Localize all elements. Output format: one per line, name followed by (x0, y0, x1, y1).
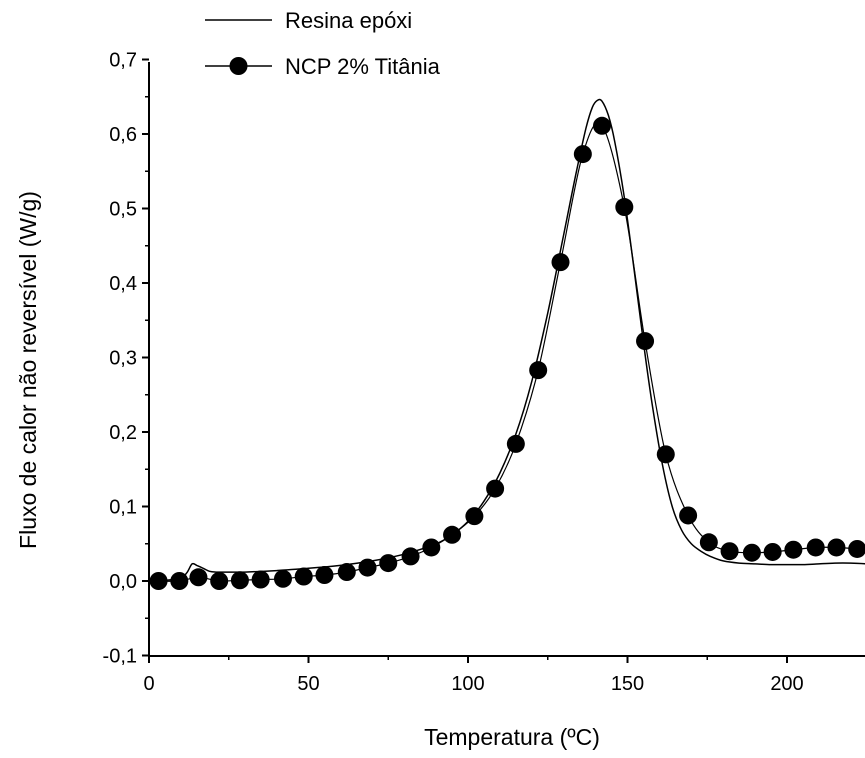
y-tick-label: 0,4 (109, 273, 137, 295)
data-point (149, 572, 168, 590)
data-point (443, 525, 462, 544)
data-point (230, 571, 249, 590)
data-point (358, 558, 377, 577)
data-point (465, 507, 484, 526)
data-point (679, 506, 698, 525)
x-tick-label: 100 (451, 673, 484, 695)
data-point (763, 542, 782, 561)
data-point (189, 568, 208, 587)
y-tick-label: 0,1 (109, 497, 137, 519)
data-point (210, 572, 229, 590)
data-point (806, 538, 825, 557)
data-point (827, 538, 846, 557)
y-tick-label: 0,0 (109, 571, 137, 593)
y-tick-label: 0,2 (109, 422, 137, 444)
legend-label: Resina epóxi (285, 8, 412, 33)
data-point (170, 572, 189, 590)
x-tick-label: 150 (611, 673, 644, 695)
data-point (699, 533, 718, 552)
data-point (573, 145, 592, 164)
data-point (486, 479, 505, 498)
data-point (315, 566, 334, 585)
data-point (529, 361, 548, 380)
data-point (720, 542, 739, 561)
ticks: -0,1 0,0 0,1 0,2 0,3 0,4 0,5 0,6 0,7 0 50 100 150 200 (103, 50, 804, 696)
data-point (379, 554, 398, 573)
x-tick-label: 200 (770, 673, 803, 695)
y-tick-label: 0,7 (109, 50, 137, 72)
series-layer (149, 98, 865, 590)
data-point (273, 569, 292, 588)
x-tick-label: 50 (297, 673, 319, 695)
y-tick-label: 0,3 (109, 348, 137, 370)
data-point (592, 116, 611, 135)
data-point (422, 538, 441, 557)
data-point (615, 198, 634, 217)
x-tick-label: 0 (143, 673, 154, 695)
legend: Resina epóxi NCP 2% Titânia (205, 8, 441, 79)
data-point (784, 540, 803, 559)
data-point (848, 539, 865, 558)
data-point (742, 543, 761, 562)
y-tick-label: -0,1 (103, 646, 137, 668)
y-tick-label: 0,6 (109, 124, 137, 146)
data-point (337, 563, 356, 582)
data-point (551, 253, 570, 272)
data-point (251, 570, 270, 589)
data-point (506, 434, 525, 453)
y-tick-label: 0,5 (109, 199, 137, 221)
data-point (656, 445, 675, 464)
data-point (636, 332, 655, 351)
axes (148, 62, 865, 657)
y-axis-title: Fluxo de calor não reversível (W/g) (15, 191, 41, 549)
legend-label: NCP 2% Titânia (285, 54, 441, 79)
data-point (294, 567, 313, 586)
legend-marker (229, 57, 248, 75)
x-axis-title: Temperatura (ºC) (424, 724, 600, 750)
data-point (401, 547, 420, 566)
